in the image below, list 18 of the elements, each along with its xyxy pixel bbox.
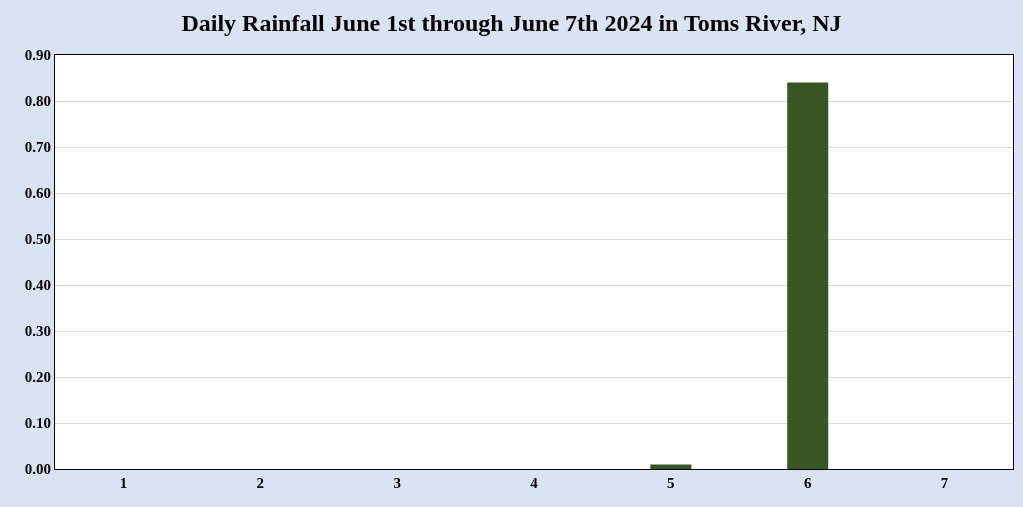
- y-tick-label: 0.50: [24, 231, 51, 248]
- y-tick-label: 0.60: [24, 185, 51, 202]
- x-tick-label: 4: [530, 475, 539, 491]
- x-tick-label: 7: [940, 475, 949, 491]
- x-tick-label: 1: [119, 475, 128, 491]
- chart-title: Daily Rainfall June 1st through June 7th 2024 in Toms River, NJ: [181, 10, 842, 37]
- y-tick-label: 0.80: [24, 93, 51, 110]
- y-tick-label: 0.10: [24, 415, 51, 432]
- x-tick-label: 6: [803, 475, 812, 491]
- y-tick-label: 0.40: [24, 277, 51, 294]
- y-tick-label: 0.30: [24, 323, 51, 340]
- y-tick-label: 0.20: [24, 369, 51, 386]
- y-tick-label: 0.90: [24, 47, 51, 64]
- x-tick-label: 3: [393, 475, 401, 491]
- x-tick-label: 2: [256, 475, 265, 491]
- x-tick-label: 5: [667, 475, 675, 491]
- y-tick-label: 0.00: [24, 461, 51, 478]
- y-tick-label: 0.70: [24, 139, 51, 156]
